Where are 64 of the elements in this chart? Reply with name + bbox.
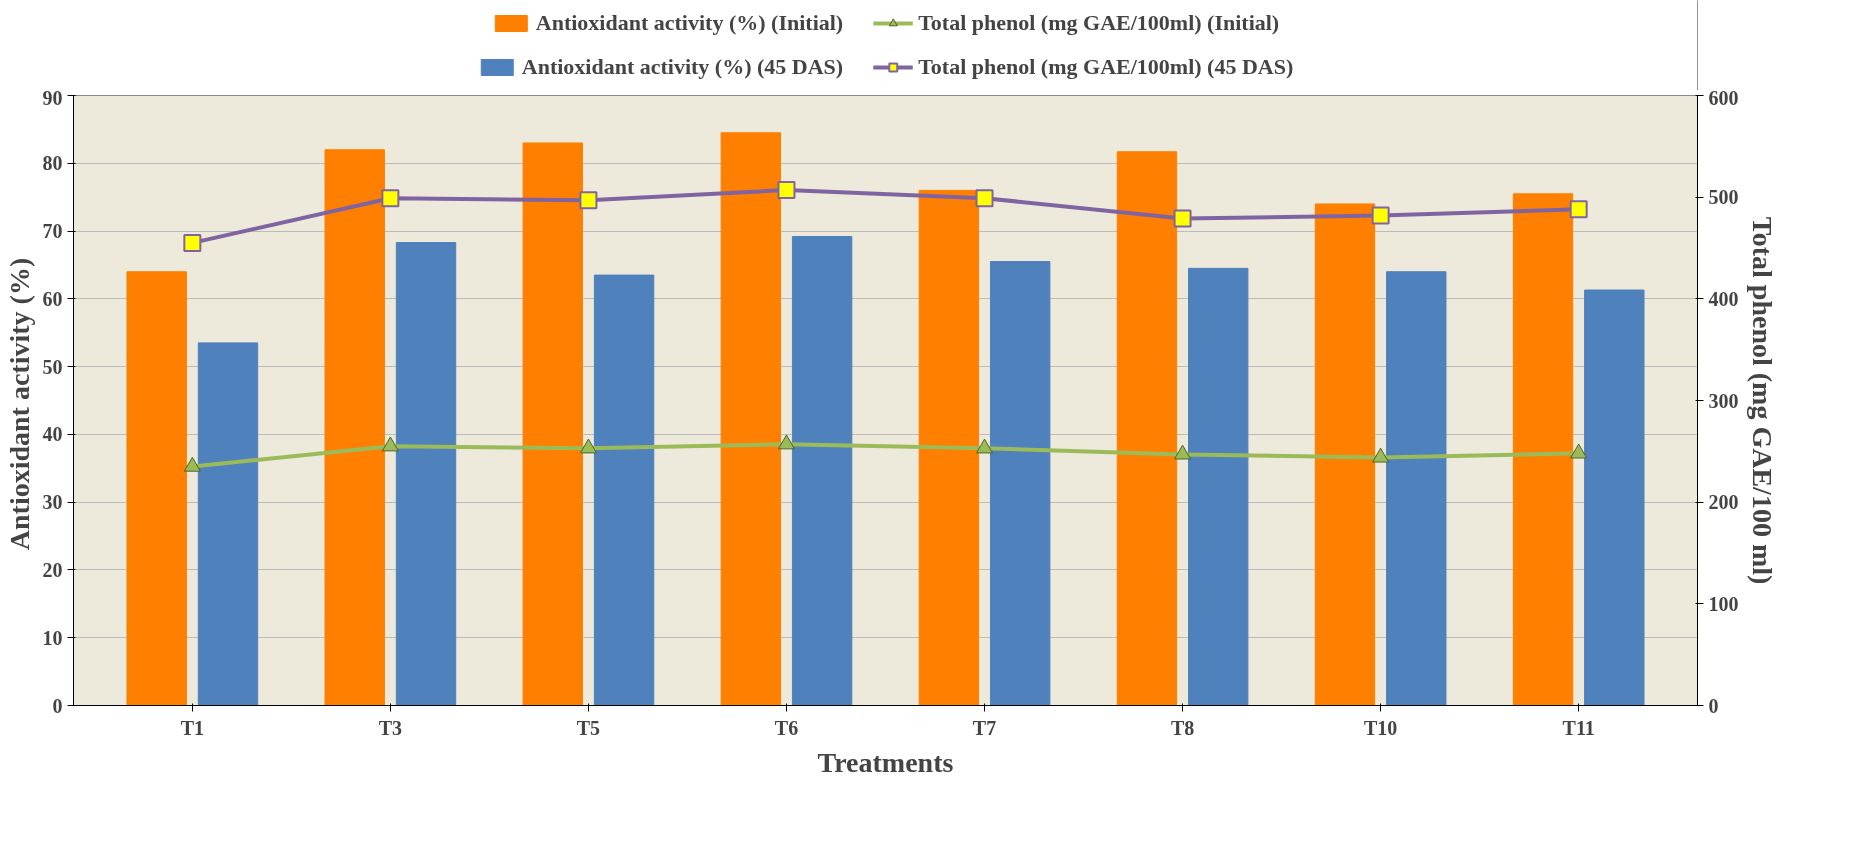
bar xyxy=(1314,203,1376,706)
y-tick-label: 60 xyxy=(42,287,63,310)
x-tick-label: T11 xyxy=(1562,716,1595,739)
point xyxy=(1569,200,1588,219)
y-tick-label: 10 xyxy=(42,626,63,649)
y2-tick-label: 400 xyxy=(1708,287,1739,310)
y2-tick-label: 200 xyxy=(1708,491,1739,514)
bar xyxy=(989,261,1051,706)
point xyxy=(777,434,795,450)
point xyxy=(381,189,400,208)
bar xyxy=(1188,267,1249,706)
y-tick-label: 20 xyxy=(42,558,63,581)
bar xyxy=(1386,271,1447,706)
x-tick-label: T7 xyxy=(972,716,997,739)
x-tick-label: T8 xyxy=(1170,716,1195,739)
point xyxy=(381,436,399,452)
point xyxy=(975,189,994,208)
y2-tick-label: 600 xyxy=(1708,86,1739,109)
point xyxy=(183,233,202,252)
x-tick-label: T5 xyxy=(576,716,601,739)
legend-label: Antioxidant activity (%) (Initial) xyxy=(535,10,844,36)
bar xyxy=(918,189,980,706)
y-tick-label: 50 xyxy=(42,355,63,378)
y-tick-label: 90 xyxy=(42,86,63,109)
bar xyxy=(197,342,259,706)
legend-label: Total phenol (mg GAE/100ml) (45 DAS) xyxy=(918,54,1294,80)
y-tick-label: 0 xyxy=(52,694,63,717)
x-tick-label: T1 xyxy=(180,716,204,739)
y2-axis-title: Total phenol (mg GAE/100 ml) xyxy=(1746,216,1778,585)
y2-tick-label: 100 xyxy=(1708,592,1739,615)
y2-tick-label: 0 xyxy=(1708,694,1719,717)
y2-tick-label: 300 xyxy=(1708,389,1739,412)
bar xyxy=(1512,193,1574,706)
point xyxy=(976,438,994,454)
point xyxy=(1371,206,1390,225)
point xyxy=(579,438,597,454)
point xyxy=(1174,444,1192,460)
bar xyxy=(324,149,385,706)
x-tick-label: T6 xyxy=(774,716,799,739)
bar xyxy=(791,235,853,706)
x-axis-title: Treatments xyxy=(817,746,954,778)
point xyxy=(1570,443,1588,459)
y-tick-label: 40 xyxy=(42,423,63,446)
y-tick-label: 80 xyxy=(42,152,63,175)
bar xyxy=(522,142,583,706)
x-tick-label: T3 xyxy=(378,716,403,739)
legend-label: Antioxidant activity (%) (45 DAS) xyxy=(521,54,844,80)
y2-tick-label: 500 xyxy=(1708,186,1739,209)
legend-label: Total phenol (mg GAE/100ml) (Initial) xyxy=(918,10,1280,36)
bar xyxy=(720,132,782,706)
point xyxy=(183,456,201,472)
point xyxy=(1372,447,1390,463)
y-axis-title: Antioxidant activity (%) xyxy=(3,257,35,551)
y-tick-label: 30 xyxy=(42,491,63,514)
point xyxy=(579,191,598,210)
bar xyxy=(1116,151,1178,706)
point xyxy=(1173,209,1192,228)
y-tick-label: 70 xyxy=(42,220,63,243)
bar xyxy=(395,242,457,706)
bar xyxy=(593,274,655,706)
point xyxy=(777,181,796,200)
bar xyxy=(126,271,187,706)
x-tick-label: T10 xyxy=(1363,716,1398,739)
bar xyxy=(1584,289,1645,706)
